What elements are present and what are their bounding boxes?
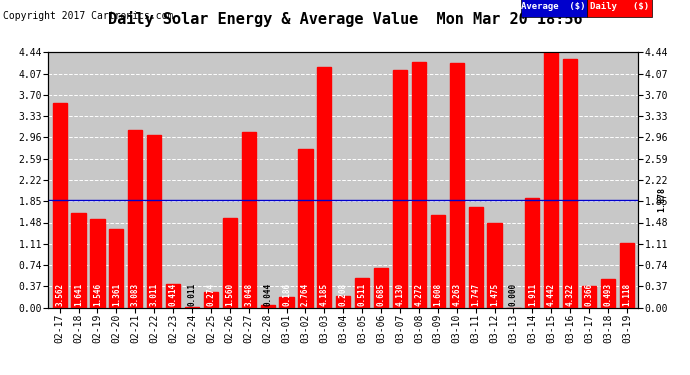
Bar xyxy=(563,59,578,308)
Text: 1.911: 1.911 xyxy=(528,283,537,306)
Bar xyxy=(469,207,483,308)
Bar xyxy=(261,305,275,308)
Text: 3.011: 3.011 xyxy=(150,283,159,306)
Text: 4.130: 4.130 xyxy=(395,283,404,306)
Bar xyxy=(147,135,161,308)
Text: 0.493: 0.493 xyxy=(604,283,613,306)
Bar xyxy=(582,286,596,308)
Bar xyxy=(185,307,199,308)
Text: 1.546: 1.546 xyxy=(93,283,102,306)
Bar xyxy=(109,230,124,308)
Text: 4.263: 4.263 xyxy=(452,283,461,306)
Bar xyxy=(620,243,634,308)
Text: 0.186: 0.186 xyxy=(282,283,291,306)
Text: 1.641: 1.641 xyxy=(74,283,83,306)
Text: 3.562: 3.562 xyxy=(55,283,64,306)
Bar xyxy=(544,53,558,308)
Bar xyxy=(374,268,388,308)
Text: 0.208: 0.208 xyxy=(339,283,348,306)
Text: 1.878: 1.878 xyxy=(658,187,667,212)
Text: 4.442: 4.442 xyxy=(546,283,555,306)
Text: 2.764: 2.764 xyxy=(301,283,310,306)
Text: 1.361: 1.361 xyxy=(112,283,121,306)
Bar xyxy=(355,278,369,308)
Bar xyxy=(128,130,142,308)
Bar xyxy=(601,279,615,308)
Bar xyxy=(52,103,67,308)
Text: 0.685: 0.685 xyxy=(377,283,386,306)
Text: 1.608: 1.608 xyxy=(433,283,442,306)
Text: 4.322: 4.322 xyxy=(566,283,575,306)
Bar xyxy=(279,297,294,307)
Bar xyxy=(393,70,407,308)
Bar xyxy=(317,67,331,308)
Bar xyxy=(487,223,502,308)
Text: 3.048: 3.048 xyxy=(244,283,253,306)
Text: 1.560: 1.560 xyxy=(226,283,235,306)
Text: 1.475: 1.475 xyxy=(490,283,499,306)
Text: 0.000: 0.000 xyxy=(509,283,518,306)
Bar xyxy=(90,219,105,308)
Text: 1.118: 1.118 xyxy=(622,283,631,306)
Bar xyxy=(450,63,464,308)
Text: 3.083: 3.083 xyxy=(131,283,140,306)
Bar xyxy=(223,218,237,308)
Bar xyxy=(241,132,256,308)
Text: 0.366: 0.366 xyxy=(584,283,593,306)
Text: 4.272: 4.272 xyxy=(415,283,424,306)
Text: 0.274: 0.274 xyxy=(206,283,215,306)
Text: 0.511: 0.511 xyxy=(357,283,366,306)
Text: Daily   ($): Daily ($) xyxy=(590,2,649,11)
Text: 0.011: 0.011 xyxy=(188,283,197,306)
Text: 0.044: 0.044 xyxy=(263,283,272,306)
Text: Copyright 2017 Cartronics.com: Copyright 2017 Cartronics.com xyxy=(3,11,174,21)
Bar xyxy=(431,215,445,308)
Bar xyxy=(166,284,180,308)
Bar xyxy=(298,149,313,308)
Text: Average  ($): Average ($) xyxy=(522,2,586,11)
Text: 1.747: 1.747 xyxy=(471,283,480,306)
Bar xyxy=(336,296,351,307)
Text: 4.185: 4.185 xyxy=(320,283,329,306)
Bar xyxy=(204,292,218,308)
Text: Daily Solar Energy & Average Value  Mon Mar 20 18:56: Daily Solar Energy & Average Value Mon M… xyxy=(108,11,582,27)
Bar xyxy=(72,213,86,308)
Bar xyxy=(412,62,426,308)
Text: 0.414: 0.414 xyxy=(168,283,177,306)
Bar xyxy=(525,198,540,308)
